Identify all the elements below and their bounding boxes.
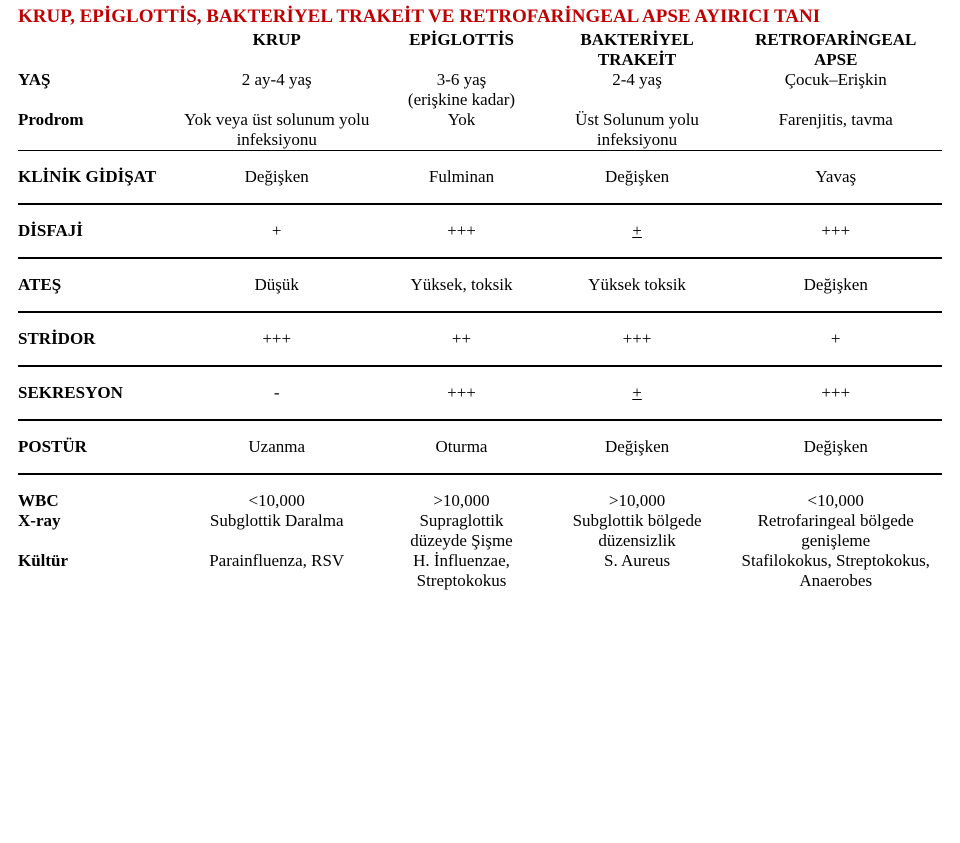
col-header-apse-1: RETROFARİNGEAL bbox=[729, 30, 942, 50]
row-xray: X-ray Subglottik Daralma Supraglottik Su… bbox=[18, 511, 942, 531]
cell: + bbox=[175, 204, 378, 258]
cell: Değişken bbox=[729, 420, 942, 474]
cell: Yüksek, toksik bbox=[378, 258, 544, 312]
cell: 2 ay-4 yaş bbox=[175, 70, 378, 90]
cell: >10,000 bbox=[545, 474, 730, 511]
cell: + bbox=[545, 204, 730, 258]
cell: Subglottik bölgede bbox=[545, 511, 730, 531]
cell: +++ bbox=[729, 366, 942, 420]
cell: infeksiyonu bbox=[545, 130, 730, 151]
rowlabel-prodrom: Prodrom bbox=[18, 110, 175, 130]
cell: Fulminan bbox=[378, 151, 544, 205]
cell: Subglottik Daralma bbox=[175, 511, 378, 531]
cell: Yok veya üst solunum yolu bbox=[175, 110, 378, 130]
row-kultur-2: Streptokokus Anaerobes bbox=[18, 571, 942, 591]
rowlabel-yas: YAŞ bbox=[18, 70, 175, 90]
rowlabel-ates: ATEŞ bbox=[18, 258, 175, 312]
cell: - bbox=[175, 366, 378, 420]
cell: Parainfluenza, RSV bbox=[175, 551, 378, 571]
cell: +++ bbox=[378, 366, 544, 420]
cell: 2-4 yaş bbox=[545, 70, 730, 90]
cell: Değişken bbox=[729, 258, 942, 312]
cell: infeksiyonu bbox=[175, 130, 378, 151]
row-disfaji: DİSFAJİ + +++ + +++ bbox=[18, 204, 942, 258]
cell: Değişken bbox=[545, 420, 730, 474]
cell: Değişken bbox=[545, 151, 730, 205]
cell: +++ bbox=[175, 312, 378, 366]
row-wbc: WBC <10,000 >10,000 >10,000 <10,000 bbox=[18, 474, 942, 511]
page: KRUP, EPİGLOTTİS, BAKTERİYEL TRAKEİT VE … bbox=[0, 0, 960, 611]
cell: düzeyde Şişme bbox=[378, 531, 544, 551]
row-postur: POSTÜR Uzanma Oturma Değişken Değişken bbox=[18, 420, 942, 474]
cell: Çocuk–Erişkin bbox=[729, 70, 942, 90]
row-stridor: STRİDOR +++ ++ +++ + bbox=[18, 312, 942, 366]
rowlabel-klinik: KLİNİK GİDİŞAT bbox=[18, 151, 175, 205]
cell: Yüksek toksik bbox=[545, 258, 730, 312]
cell: +++ bbox=[378, 204, 544, 258]
cell: Oturma bbox=[378, 420, 544, 474]
rowlabel-kultur: Kültür bbox=[18, 551, 175, 571]
row-kultur: Kültür Parainfluenza, RSV H. İnfluenzae,… bbox=[18, 551, 942, 571]
col-header-epiglottis: EPİGLOTTİS bbox=[378, 30, 544, 50]
row-prodrom: Prodrom Yok veya üst solunum yolu Yok Üs… bbox=[18, 110, 942, 130]
cell: >10,000 bbox=[378, 474, 544, 511]
col-header-krup: KRUP bbox=[175, 30, 378, 50]
cell: Anaerobes bbox=[729, 571, 942, 591]
page-title: KRUP, EPİGLOTTİS, BAKTERİYEL TRAKEİT VE … bbox=[18, 6, 942, 28]
cell: <10,000 bbox=[175, 474, 378, 511]
row-prodrom-2: infeksiyonu infeksiyonu bbox=[18, 130, 942, 151]
cell: Yavaş bbox=[729, 151, 942, 205]
row-yas-2: (erişkine kadar) bbox=[18, 90, 942, 110]
rowlabel-sekresyon: SEKRESYON bbox=[18, 366, 175, 420]
cell: Uzanma bbox=[175, 420, 378, 474]
cell: +++ bbox=[545, 312, 730, 366]
cell: Üst Solunum yolu bbox=[545, 110, 730, 130]
row-ates: ATEŞ Düşük Yüksek, toksik Yüksek toksik … bbox=[18, 258, 942, 312]
cell: 3-6 yaş bbox=[378, 70, 544, 90]
cell: S. Aureus bbox=[545, 551, 730, 571]
cell: H. İnfluenzae, bbox=[378, 551, 544, 571]
rowlabel-disfaji: DİSFAJİ bbox=[18, 204, 175, 258]
cell: Stafilokokus, Streptokokus, bbox=[729, 551, 942, 571]
table-header-row-2: TRAKEİT APSE bbox=[18, 50, 942, 70]
cell: düzensizlik bbox=[545, 531, 730, 551]
cell: Düşük bbox=[175, 258, 378, 312]
rowlabel-stridor: STRİDOR bbox=[18, 312, 175, 366]
cell: Retrofaringeal bölgede bbox=[729, 511, 942, 531]
cell: Değişken bbox=[175, 151, 378, 205]
cell: Streptokokus bbox=[378, 571, 544, 591]
cell: +++ bbox=[729, 204, 942, 258]
row-xray-2: düzeyde Şişme düzensizlik genişleme bbox=[18, 531, 942, 551]
cell: ++ bbox=[378, 312, 544, 366]
col-header-trakeit-1: BAKTERİYEL bbox=[545, 30, 730, 50]
cell: <10,000 bbox=[729, 474, 942, 511]
cell: Farenjitis, tavma bbox=[729, 110, 942, 130]
row-yas: YAŞ 2 ay-4 yaş 3-6 yaş 2-4 yaş Çocuk–Eri… bbox=[18, 70, 942, 90]
cell: (erişkine kadar) bbox=[378, 90, 544, 110]
cell: Supraglottik bbox=[378, 511, 544, 531]
col-header-apse-2: APSE bbox=[729, 50, 942, 70]
col-header-trakeit-2: TRAKEİT bbox=[545, 50, 730, 70]
row-klinik: KLİNİK GİDİŞAT Değişken Fulminan Değişke… bbox=[18, 151, 942, 205]
rowlabel-postur: POSTÜR bbox=[18, 420, 175, 474]
cell: genişleme bbox=[729, 531, 942, 551]
rowlabel-wbc: WBC bbox=[18, 474, 175, 511]
table-header-row: KRUP EPİGLOTTİS BAKTERİYEL RETROFARİNGEA… bbox=[18, 30, 942, 50]
row-sekresyon: SEKRESYON - +++ + +++ bbox=[18, 366, 942, 420]
cell: Yok bbox=[378, 110, 544, 130]
rowlabel-xray: X-ray bbox=[18, 511, 175, 531]
cell: + bbox=[545, 366, 730, 420]
differential-table: KRUP EPİGLOTTİS BAKTERİYEL RETROFARİNGEA… bbox=[18, 30, 942, 591]
cell: + bbox=[729, 312, 942, 366]
